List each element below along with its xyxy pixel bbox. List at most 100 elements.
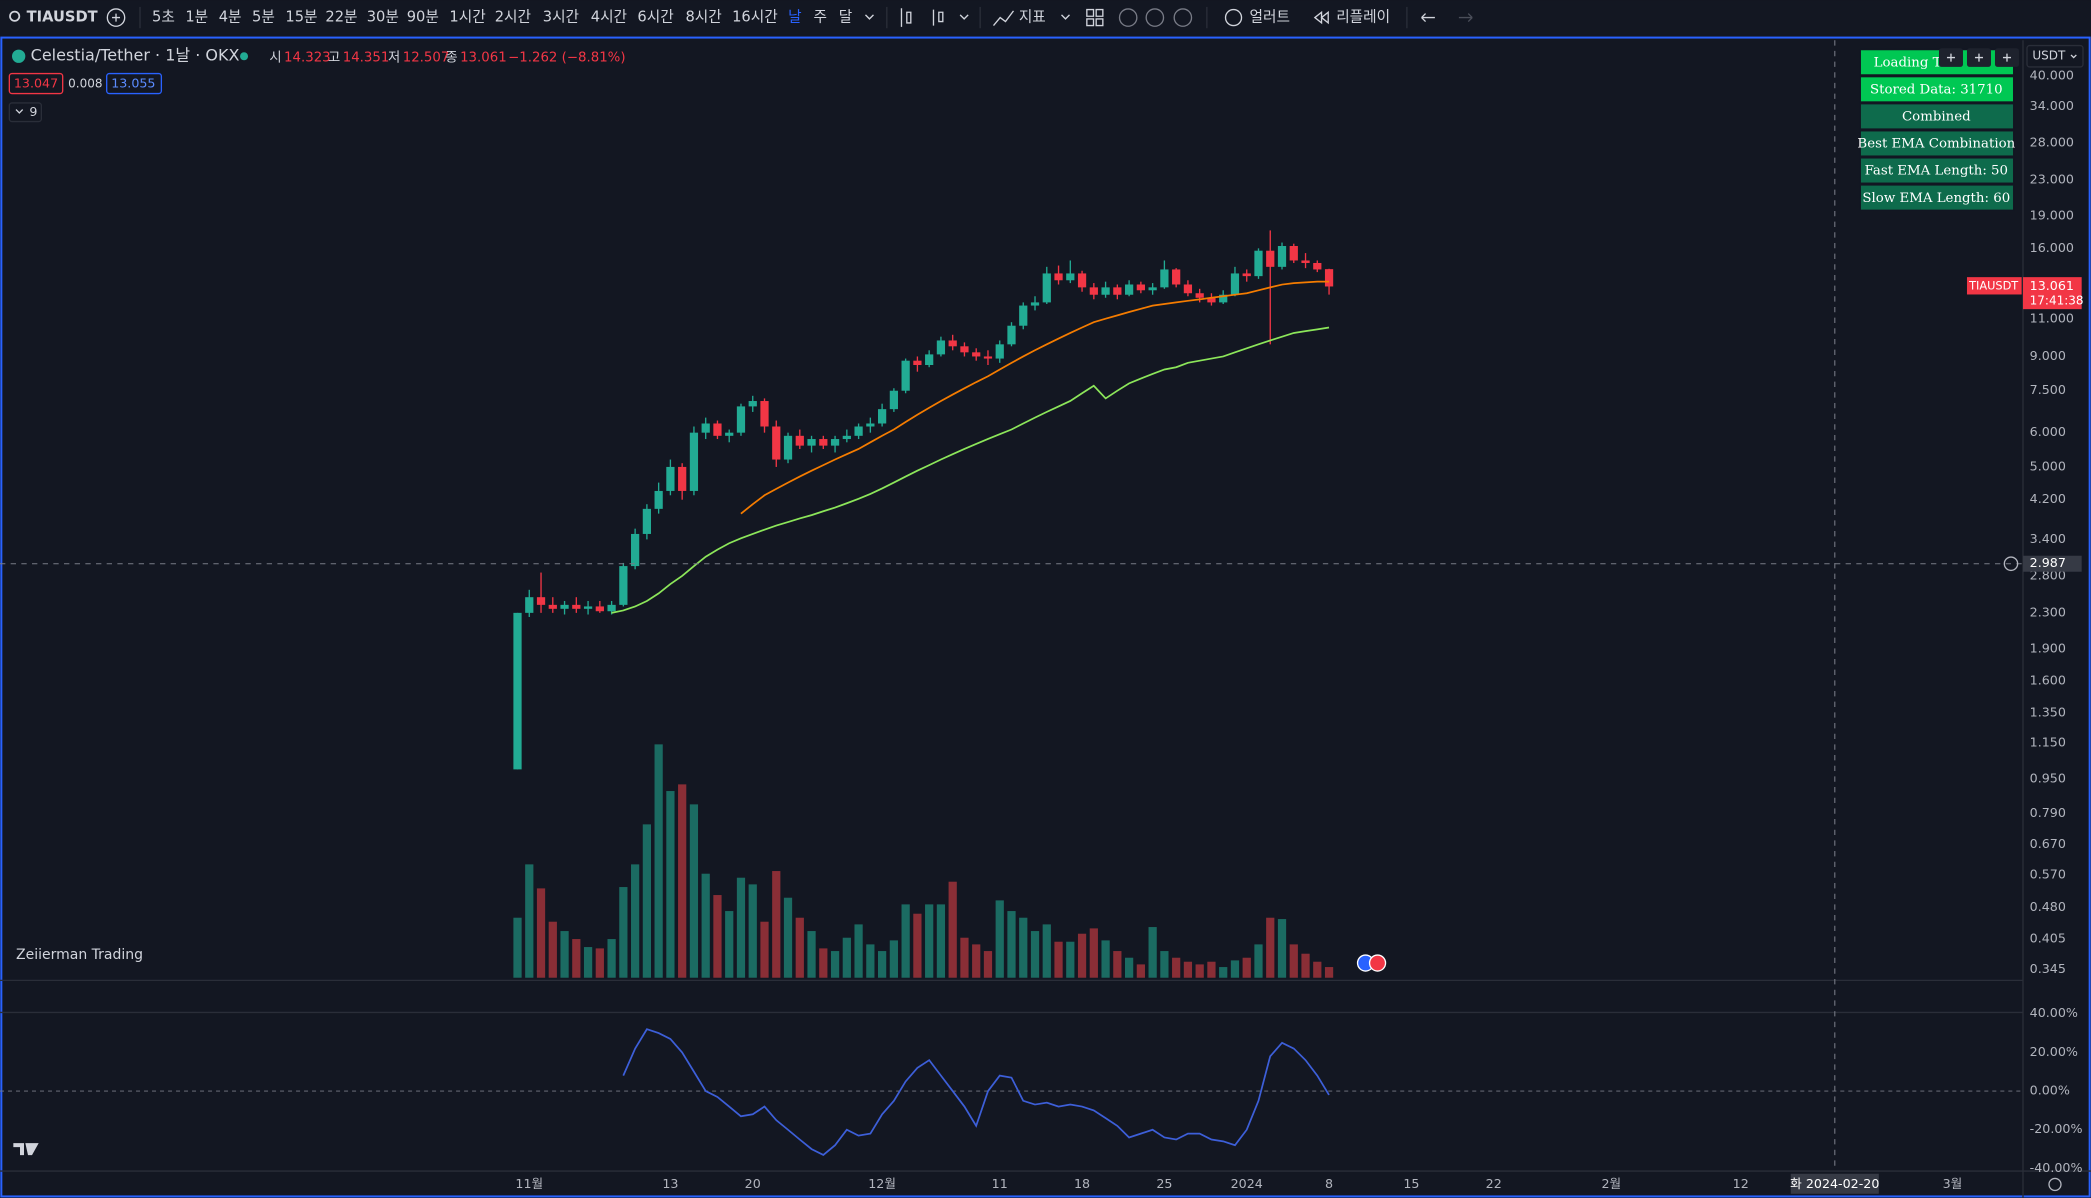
ask: 13.055 [111, 76, 155, 91]
volume-bar [713, 895, 722, 978]
info-panel: Loading Ti Stored Data: 31710 Combined Best… [1857, 48, 2019, 211]
interval[interactable]: 1시간 [449, 9, 485, 26]
replay-icon[interactable] [1313, 10, 1329, 25]
volume-bar [972, 944, 981, 978]
indicator-icon[interactable] [992, 10, 1015, 27]
ema-line [740, 280, 1330, 515]
interval[interactable]: 16시간 [732, 9, 778, 26]
volume-bar [701, 873, 710, 978]
volume-bar [983, 951, 993, 978]
symbol[interactable]: TIAUSDT [27, 9, 98, 26]
candle-body [1148, 287, 1157, 291]
volume-bar [913, 913, 922, 978]
event-flag[interactable] [1368, 954, 1387, 972]
volume-bar [748, 884, 757, 978]
interval[interactable]: 주 [813, 9, 826, 26]
alert-icon[interactable] [1224, 8, 1243, 27]
interval[interactable]: 15분 [285, 9, 317, 26]
x-tick-label: 18 [1074, 1176, 1090, 1191]
indicator-toggle[interactable] [8, 102, 43, 123]
bid-box[interactable] [8, 72, 64, 95]
indicators[interactable]: 지표 [1019, 9, 1046, 26]
y-tick-label: 0.480 [2030, 899, 2066, 914]
interval[interactable]: 5분 [252, 9, 275, 26]
candle-body [1324, 269, 1334, 287]
interval[interactable]: 3시간 [543, 9, 579, 26]
candle-body [1007, 325, 1016, 345]
interval[interactable]: 4분 [219, 9, 242, 26]
candle-body [889, 390, 898, 410]
volume-bar [536, 888, 546, 978]
x-tick-label: 22 [1486, 1176, 1502, 1191]
crosshair-date-box [1790, 1173, 1879, 1194]
interval[interactable]: 90분 [407, 9, 439, 26]
volume-bar [948, 881, 957, 978]
volume-bar [1313, 961, 1322, 978]
redo[interactable] [1458, 13, 1473, 23]
interval[interactable]: 22분 [325, 9, 357, 26]
candle-body [725, 432, 734, 436]
volume-bar [607, 939, 616, 978]
interval[interactable]: 달 [839, 9, 852, 26]
interval[interactable]: 5초 [152, 9, 175, 26]
add-symbol[interactable] [106, 8, 126, 27]
y-tick-label: 34.000 [2030, 98, 2074, 113]
interval[interactable]: 30분 [367, 9, 399, 26]
ask-box[interactable] [106, 72, 163, 95]
interval[interactable]: 날 [788, 9, 801, 26]
crosshair-price-box [2022, 555, 2082, 572]
symbol-tag-box [1966, 277, 2022, 295]
candle-body [960, 346, 969, 353]
interval[interactable]: 1분 [185, 9, 208, 26]
chart-type-icons[interactable] [900, 8, 969, 27]
indicator-menu[interactable] [1061, 14, 1070, 20]
volume-bar [1266, 917, 1275, 978]
y-tick-label: 0.670 [2030, 836, 2066, 851]
open-label: 시 [269, 51, 281, 66]
y-tick-label: 19.000 [2030, 208, 2074, 223]
panel-row [1859, 184, 2015, 211]
oscillator-line [622, 1028, 1330, 1156]
g-button[interactable] [1118, 8, 1138, 27]
currency-button[interactable] [2026, 44, 2084, 68]
interval[interactable]: 2시간 [495, 9, 531, 26]
candle-body [513, 612, 522, 770]
d-button[interactable] [1145, 8, 1165, 27]
volume-bar [572, 939, 581, 978]
last-price-box [2022, 277, 2082, 310]
x-tick-label: 11 [992, 1176, 1008, 1191]
crosshair-add[interactable] [2003, 556, 2019, 572]
w-button[interactable] [1173, 8, 1193, 27]
settings[interactable] [2048, 1177, 2062, 1192]
volume-bar [807, 931, 816, 978]
panel-text: Slow EMA Length: 60 [1862, 191, 2010, 206]
interval[interactable]: 6시간 [637, 9, 673, 26]
y-tick-label: 6.000 [2030, 424, 2066, 439]
candle-body [525, 597, 534, 613]
volume-bar [819, 948, 828, 978]
volume-bar [689, 804, 699, 978]
replay[interactable]: 리플레이 [1336, 9, 1390, 26]
candle-body [1230, 273, 1240, 295]
high-value: 14.351 [343, 51, 390, 66]
undo[interactable] [1421, 13, 1435, 23]
volume-bar [1007, 911, 1016, 978]
volume-bar [1019, 917, 1028, 978]
legend-title: Celestia/Tether · 1날 · OKX [31, 46, 240, 65]
search-icon[interactable] [9, 10, 21, 22]
market-status [240, 52, 249, 61]
y-tick-label: 28.000 [2030, 135, 2074, 150]
interval[interactable]: 4시간 [591, 9, 627, 26]
x-tick-label: 8 [1325, 1176, 1333, 1191]
interval-menu[interactable] [864, 14, 874, 20]
candle-body [878, 409, 887, 424]
volume-bar [1054, 941, 1063, 978]
crosshair-date: 화 2024-02-20 [1790, 1176, 1879, 1191]
interval[interactable]: 8시간 [685, 9, 721, 26]
volume-bar [666, 791, 675, 978]
volume-bar [513, 917, 522, 978]
layout-icon[interactable] [1086, 8, 1104, 27]
alert[interactable]: 얼러트 [1250, 9, 1290, 26]
